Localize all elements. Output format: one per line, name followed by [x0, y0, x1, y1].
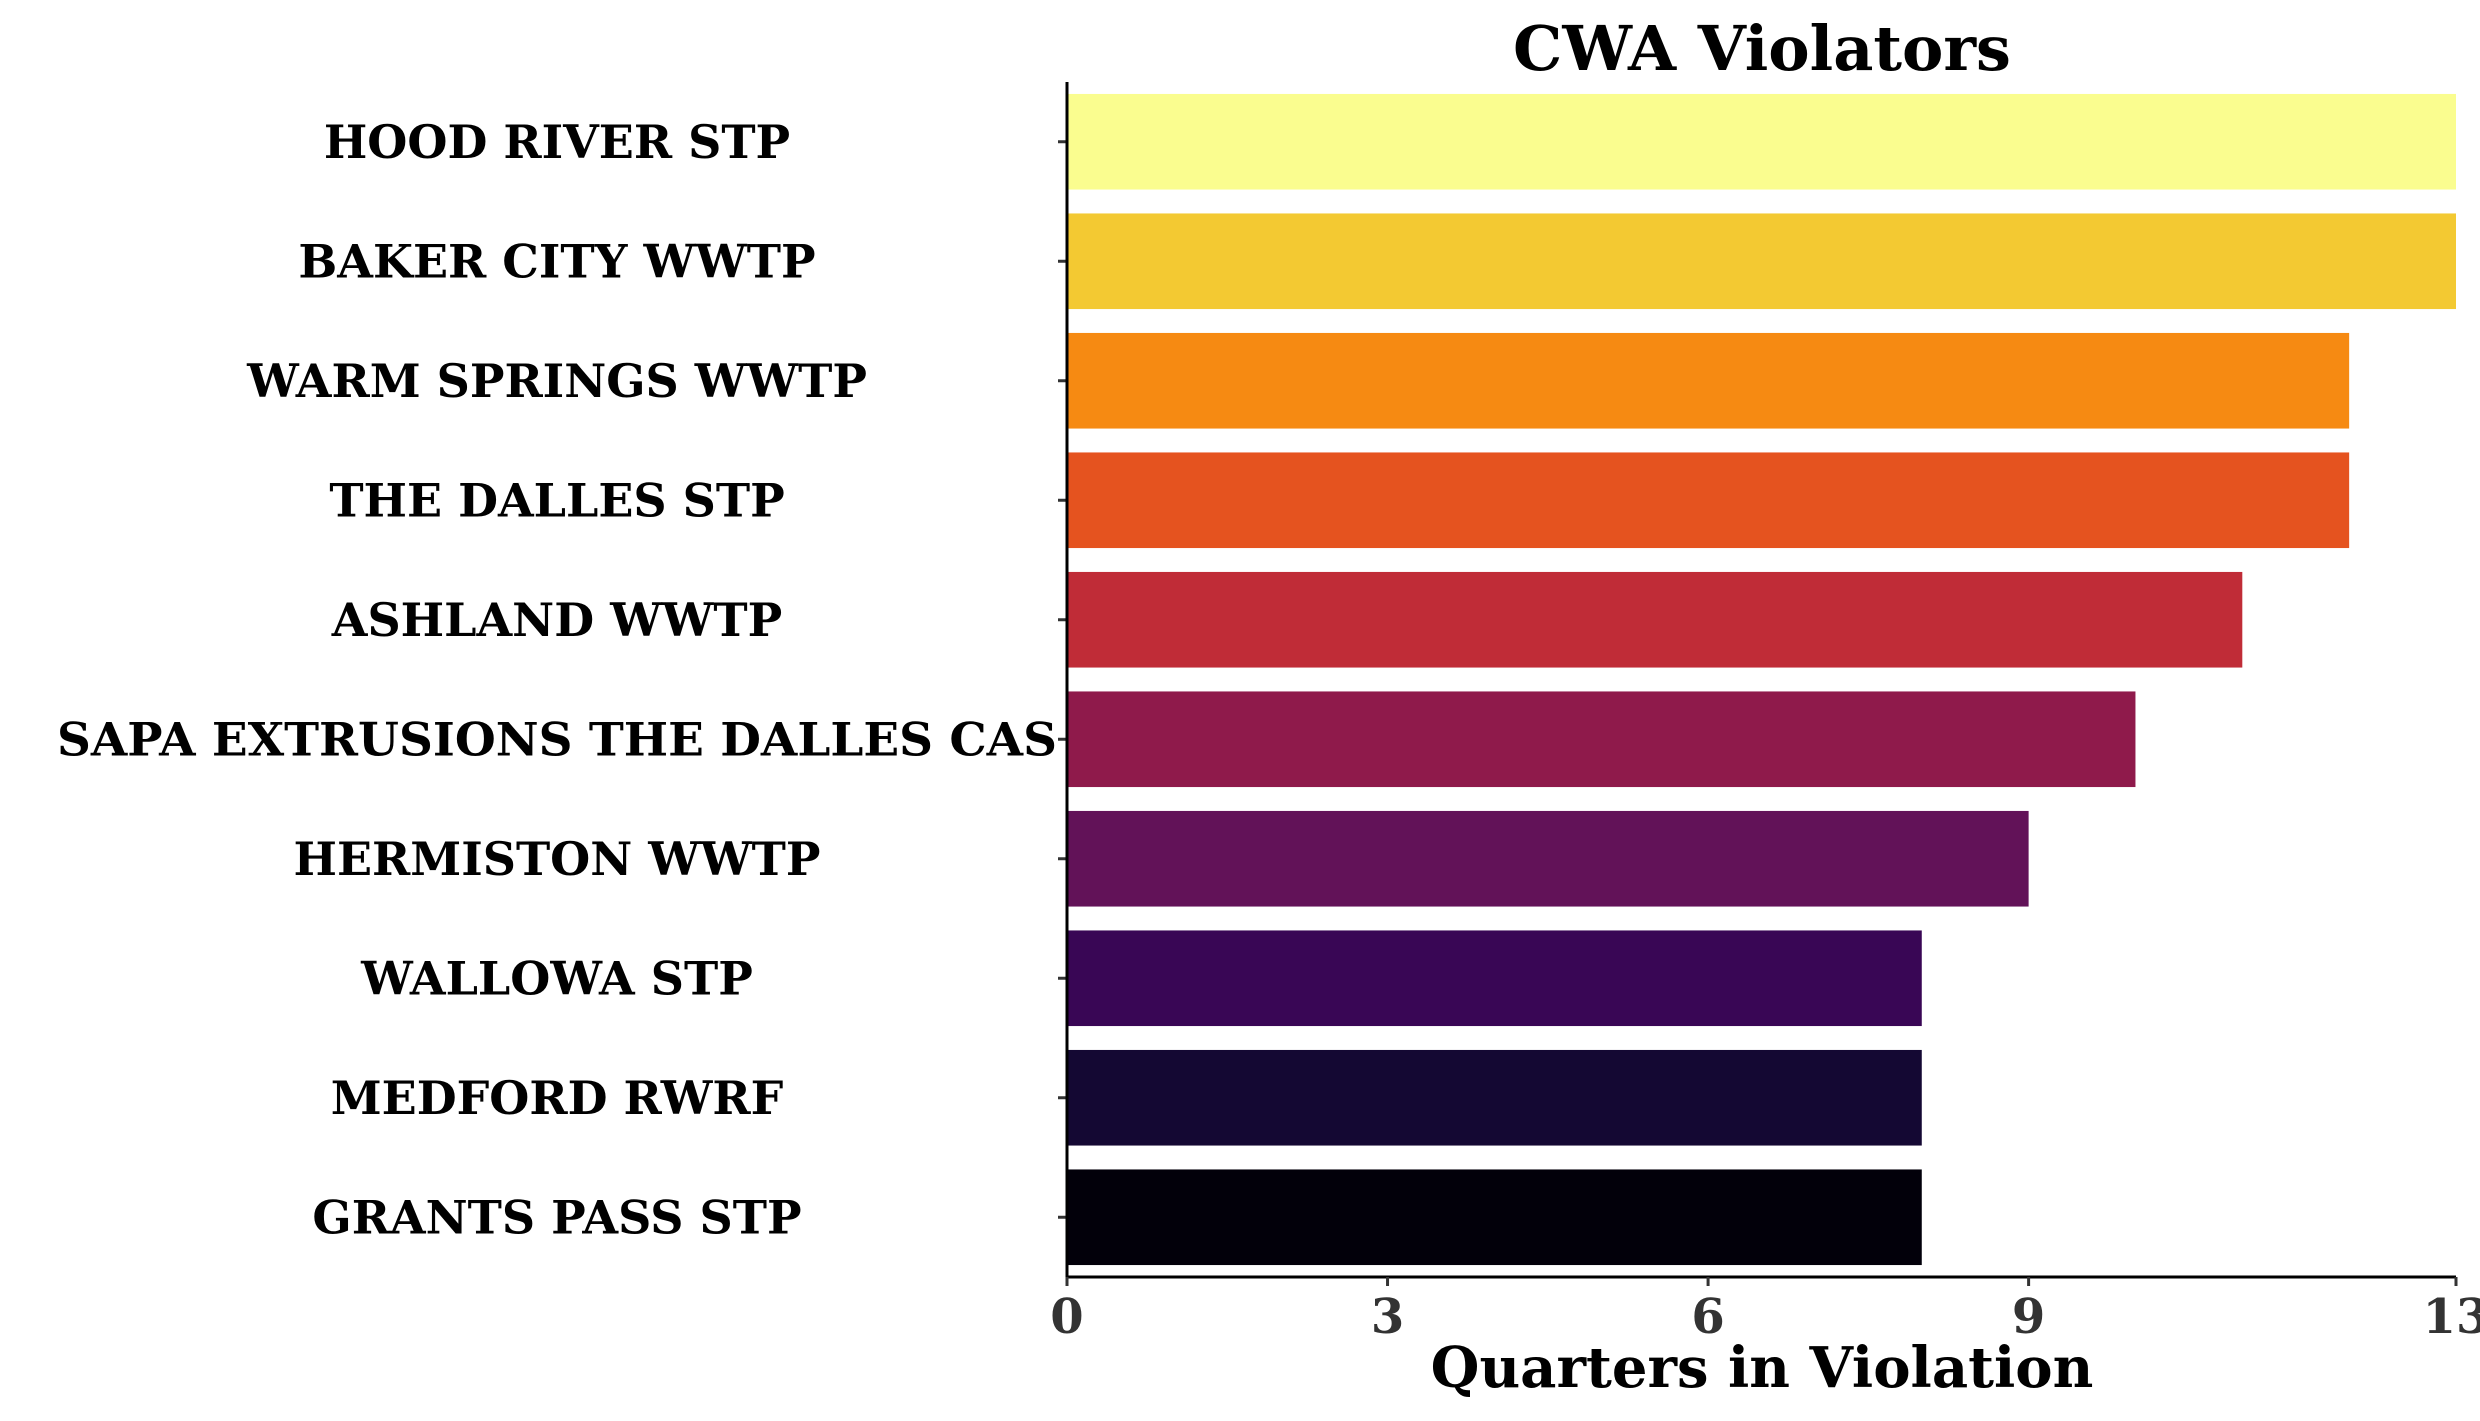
x-tick-label: 13 [2423, 1289, 2480, 1345]
y-tick-label: ASHLAND WWTP [331, 593, 783, 647]
bar [1067, 810, 2029, 907]
bar [1067, 452, 2350, 549]
y-tick-label: HERMISTON WWTP [294, 832, 821, 886]
y-tick-label: WALLOWA STP [360, 951, 753, 1005]
bar [1067, 93, 2456, 190]
y-tick-label: MEDFORD RWRF [331, 1071, 784, 1125]
x-tick-label: 9 [2012, 1289, 2045, 1345]
x-tick-label: 6 [1691, 1289, 1724, 1345]
bar [1067, 571, 2243, 668]
chart-title: CWA Violators [1513, 12, 2011, 85]
x-tick-label: 3 [1371, 1289, 1404, 1345]
x-axis-title: Quarters in Violation [1431, 1335, 2094, 1401]
y-tick-label: SAPA EXTRUSIONS THE DALLES CAS [57, 712, 1057, 766]
bar [1067, 930, 1922, 1027]
y-axis: HOOD RIVER STP BAKER CITY WWTP WARM SPRING… [57, 82, 1069, 1277]
y-tick-label: BAKER CITY WWTP [298, 234, 815, 288]
bar [1067, 213, 2456, 310]
bars-group [1067, 93, 2456, 1266]
bar [1067, 691, 2136, 788]
y-tick-label: HOOD RIVER STP [324, 115, 790, 169]
y-tick-label: WARM SPRINGS WWTP [246, 354, 867, 408]
y-tick-label: GRANTS PASS STP [312, 1190, 801, 1244]
y-tick-label: THE DALLES STP [329, 473, 784, 527]
bar [1067, 1169, 1922, 1266]
x-axis: 0 3 6 9 13 [1050, 1275, 2480, 1345]
bar [1067, 1049, 1922, 1146]
bar [1067, 332, 2350, 429]
x-tick-label: 0 [1050, 1289, 1083, 1345]
